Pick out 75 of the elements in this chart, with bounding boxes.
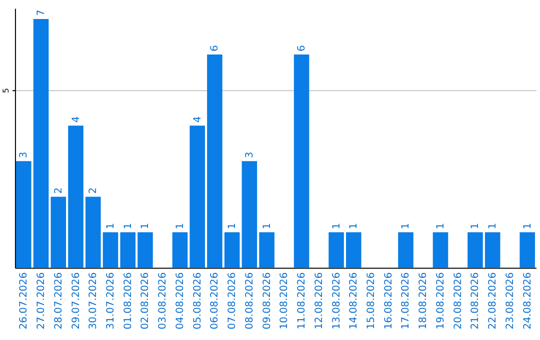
bar (172, 232, 188, 268)
x-tick-label: 01.08.2026 (122, 272, 134, 330)
data-label: 1 (522, 222, 534, 230)
data-label: 1 (435, 222, 446, 230)
x-tick-label: 03.08.2026 (158, 272, 169, 330)
bar (520, 232, 535, 268)
data-label: 1 (122, 222, 134, 230)
data-label: 1 (227, 222, 238, 230)
bar (328, 232, 344, 268)
data-label: 4 (70, 116, 82, 123)
x-tick-label: 21.08.2026 (470, 272, 482, 330)
y-tick-label: 5 (1, 88, 10, 94)
x-tick-label: 18.08.2026 (418, 272, 430, 330)
x-tick-label: 22.08.2026 (488, 272, 499, 330)
bar (259, 232, 274, 268)
bar (484, 232, 500, 268)
x-tick-label: 30.07.2026 (88, 272, 100, 330)
x-tick-label: 17.08.2026 (400, 272, 412, 330)
x-tick-label: 28.07.2026 (53, 272, 64, 330)
data-label: 1 (348, 222, 360, 230)
data-label: 6 (210, 45, 221, 52)
data-label: 7 (36, 10, 48, 16)
x-tick-label: 27.07.2026 (36, 272, 48, 330)
x-tick-label: 04.08.2026 (174, 272, 186, 330)
data-label: 1 (400, 222, 412, 230)
bar (398, 232, 414, 268)
bar (33, 18, 49, 268)
bar (468, 232, 483, 268)
x-tick-label: 14.08.2026 (348, 272, 360, 330)
data-label: 2 (53, 187, 64, 194)
bar (50, 196, 66, 268)
bar (120, 232, 136, 268)
x-tick-label: 23.08.2026 (504, 272, 516, 330)
x-tick-label: 08.08.2026 (244, 272, 256, 330)
data-label: 4 (192, 116, 204, 123)
x-tick-label: 05.08.2026 (192, 272, 204, 330)
bar (16, 161, 32, 268)
x-tick-label: 12.08.2026 (314, 272, 325, 330)
bar (102, 232, 118, 268)
x-tick-label: 19.08.2026 (435, 272, 446, 330)
data-label: 1 (140, 222, 152, 230)
bar (346, 232, 362, 268)
bar (432, 232, 448, 268)
data-label: 1 (331, 222, 342, 230)
x-tick-label: 29.07.2026 (70, 272, 82, 330)
x-tick-label: 26.07.2026 (18, 272, 30, 330)
x-tick-label: 02.08.2026 (140, 272, 152, 330)
x-tick-label: 06.08.2026 (210, 272, 221, 330)
x-tick-label: 09.08.2026 (262, 272, 273, 330)
bar (85, 196, 101, 268)
x-tick-label: 31.07.2026 (105, 272, 116, 330)
data-label: 2 (88, 187, 100, 194)
x-tick-label: 20.08.2026 (452, 272, 464, 330)
x-tick-label: 24.08.2026 (522, 272, 534, 330)
x-tick-label: 16.08.2026 (383, 272, 394, 330)
data-label: 3 (18, 152, 30, 158)
data-label: 1 (105, 222, 116, 230)
data-label: 1 (262, 222, 273, 230)
bar (68, 126, 84, 268)
x-tick-label: 07.08.2026 (227, 272, 238, 330)
bar (242, 161, 258, 268)
data-label: 1 (488, 222, 499, 230)
data-label: 6 (296, 45, 308, 52)
x-tick-label: 15.08.2026 (366, 272, 378, 330)
bar (138, 232, 153, 268)
bar (294, 54, 310, 268)
bar (190, 126, 205, 268)
x-tick-label: 13.08.2026 (331, 272, 342, 330)
x-tick-label: 11.08.2026 (296, 272, 308, 330)
data-label: 3 (244, 152, 256, 158)
bar (224, 232, 240, 268)
data-label: 1 (174, 222, 186, 230)
x-tick-label: 10.08.2026 (279, 272, 290, 330)
bar (207, 54, 222, 268)
data-label: 1 (470, 222, 482, 230)
